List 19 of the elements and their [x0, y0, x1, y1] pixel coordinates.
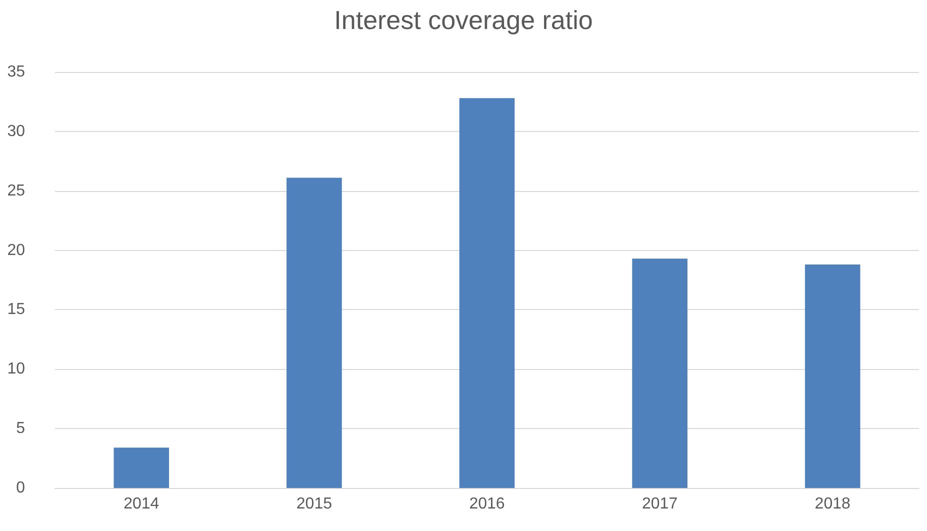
y-tick-label: 0 [16, 480, 26, 496]
x-tick-label: 2018 [814, 496, 850, 512]
y-tick-label: 5 [16, 420, 26, 438]
y-tick-label: 35 [7, 64, 26, 80]
y-tick-label: 20 [7, 242, 26, 259]
x-tick-label: 2014 [124, 496, 160, 512]
y-tick-label: 30 [7, 122, 26, 140]
y-tick-label: 10 [7, 360, 26, 378]
bar [632, 258, 688, 488]
bar [459, 98, 515, 488]
x-tick-label: 2017 [642, 496, 678, 512]
bar [114, 448, 170, 488]
chart-title: Interest coverage ratio [334, 5, 593, 35]
y-tick-label: 15 [7, 301, 26, 318]
x-tick-label: 2015 [296, 496, 332, 512]
x-tick-label: 2016 [469, 496, 505, 512]
y-tick-label: 25 [7, 182, 26, 200]
bar [804, 264, 860, 488]
bar [286, 178, 342, 488]
